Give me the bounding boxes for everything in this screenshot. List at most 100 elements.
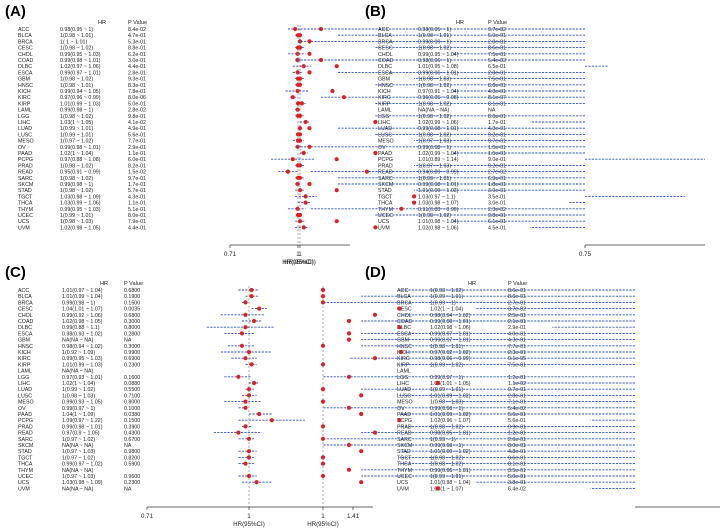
hr-point <box>435 380 440 386</box>
p-value: 8.6e-01 <box>508 288 526 294</box>
cancer-type-label: PCPG <box>397 418 412 424</box>
p-value: 9.9e-01 <box>508 424 526 430</box>
p-value: 3.0e-01 <box>128 58 146 64</box>
hr-ci-value: 1(0.98 ~ 1.02) <box>60 77 93 83</box>
cancer-type-label: ESCA <box>18 70 33 76</box>
p-value: 3.8e-01 <box>508 480 526 486</box>
p-value: 7.1e-01 <box>508 400 526 406</box>
cancer-type-label: OV <box>18 145 26 151</box>
cancer-type-label: KIRC <box>18 95 31 101</box>
hr-point <box>397 325 402 330</box>
p-value: 0.3000 <box>124 319 140 325</box>
p-value: 2.7e-02 <box>488 170 506 176</box>
p-value: 6.2e-01 <box>128 52 146 58</box>
hr-ci-value: NA(NA ~ NA) <box>418 108 450 114</box>
hr-ci-value: 1(0.98 ~ 1.02) <box>60 114 93 120</box>
cancer-type-label: MESO <box>18 400 34 406</box>
hr-point <box>320 387 326 392</box>
hr-point <box>372 430 378 435</box>
hr-point <box>359 393 364 398</box>
p-value: 2.8e-01 <box>488 70 506 76</box>
hr-ci-value: 0.99(0.98 ~ 1) <box>418 145 451 151</box>
cancer-type-label: MESO <box>397 400 413 406</box>
hr-ci-value: 0.99(0.98 ~ 1.01) <box>430 319 471 325</box>
p-value: 1.5e-01 <box>488 151 506 157</box>
hr-point <box>295 76 301 81</box>
p-value: 2.8e-01 <box>488 39 506 45</box>
hr-point <box>412 194 417 199</box>
p-value: 0.7100 <box>124 393 140 399</box>
cancer-type-label: KIRP <box>18 101 31 107</box>
hr-ci-value: 0.96(0.95 ~ 0.98) <box>418 95 459 101</box>
cancer-type-label: DLBC <box>18 64 32 70</box>
cancer-type-label: LUAD <box>397 387 411 393</box>
cancer-type-label: LIHC <box>397 381 409 387</box>
p-value-column-header: P Value <box>508 281 527 287</box>
cancer-type-label: LUSC <box>18 393 32 399</box>
p-value: 0.8000 <box>124 400 140 406</box>
hr-ci-value: 1(0.98 ~ 1.02) <box>418 213 451 219</box>
hr-ci-value: 0.99(0.98 ~ 1.01) <box>418 182 459 188</box>
hr-ci-value: 1.01(0.99 ~ 1.02) <box>430 412 471 418</box>
hr-point <box>320 399 326 404</box>
hr-ci-value: 1(0.92 ~ 1.09) <box>62 350 95 356</box>
hr-ci-value: 1(0.97 ~ 1.02) <box>62 455 95 461</box>
p-value: 7.5e-01 <box>508 362 526 368</box>
p-value: 0.2300 <box>124 362 140 368</box>
cancer-type-label: UVM <box>18 486 30 492</box>
hr-point <box>295 45 301 50</box>
cancer-type-label: LUSC <box>378 132 392 138</box>
p-value: 0.2300 <box>124 480 140 486</box>
cancer-type-label: PAAD <box>18 151 32 157</box>
hr-ci-value: 1.03(1 ~ 1.05) <box>60 120 93 126</box>
cancer-type-label: PAAD <box>18 412 32 418</box>
hr-ci-value: 1.02(0.98 ~ 1.05) <box>62 319 103 325</box>
hr-point <box>295 88 300 94</box>
x-axis-label: HR(95%CI) <box>284 259 316 266</box>
hr-ci-value: 1(0.97 ~ 1.02) <box>60 139 93 145</box>
p-value: 9.1e-05 <box>508 356 526 362</box>
cancer-type-label: CESC <box>18 307 33 313</box>
p-value: 6.1e-01 <box>488 219 506 225</box>
hr-point <box>435 486 440 491</box>
cancer-type-label: LUAD <box>18 126 32 132</box>
cancer-type-label: KIRC <box>18 356 31 362</box>
cancer-type-label: BLCA <box>378 33 392 39</box>
p-value: 1.2e-01 <box>508 431 526 437</box>
hr-point <box>399 206 404 211</box>
hr-point <box>239 331 245 336</box>
cancer-type-label: LUSC <box>397 393 411 399</box>
cancer-type-label: KIRC <box>378 95 391 101</box>
hr-ci-value: 1.03(0.98 ~ 1.09) <box>60 194 101 200</box>
hr-point <box>251 318 257 324</box>
p-value: 0.3900 <box>124 424 140 430</box>
hr-point <box>295 70 300 75</box>
hr-ci-value: 0.99(0.98 ~ 1.01) <box>418 126 459 132</box>
p-value: 5.4e-02 <box>508 406 526 412</box>
hr-ci-value: 0.98(0.96 ~ 1) <box>418 58 451 64</box>
cancer-type-label: BRCA <box>18 300 33 306</box>
p-value: 5.6e-01 <box>128 132 146 138</box>
p-value: 2.9e-01 <box>508 325 526 331</box>
cancer-type-label: SKCM <box>18 443 33 449</box>
p-value: 1.7e-01 <box>488 120 506 126</box>
hr-ci-value: 0.99(0.97 ~ 1.01) <box>430 331 471 337</box>
cancer-type-label: OV <box>378 145 386 151</box>
x-tick-label: 1 <box>298 251 302 258</box>
x-tick-label: 1.41 <box>347 513 360 520</box>
hr-ci-value: 1.02(0.98 ~ 1.05) <box>60 225 101 231</box>
p-value: 5.0e-01 <box>508 474 526 480</box>
cancer-type-label: KIRC <box>397 356 410 362</box>
cancer-type-label: UCEC <box>397 474 412 480</box>
hr-ci-value: 1.01(0.98 ~ 1.04) <box>430 480 471 486</box>
hr-point <box>412 200 417 205</box>
hr-point <box>373 150 378 156</box>
cancer-type-label: STAD <box>18 449 32 455</box>
p-value: 1.7e-01 <box>128 182 146 188</box>
hr-ci-value: 1(0.98 ~ 1.03) <box>418 77 451 83</box>
hr-point <box>397 418 402 423</box>
p-value: 1.8e-01 <box>488 182 506 188</box>
cancer-type-label: GBM <box>378 77 390 83</box>
cancer-type-label: PAAD <box>378 151 392 157</box>
